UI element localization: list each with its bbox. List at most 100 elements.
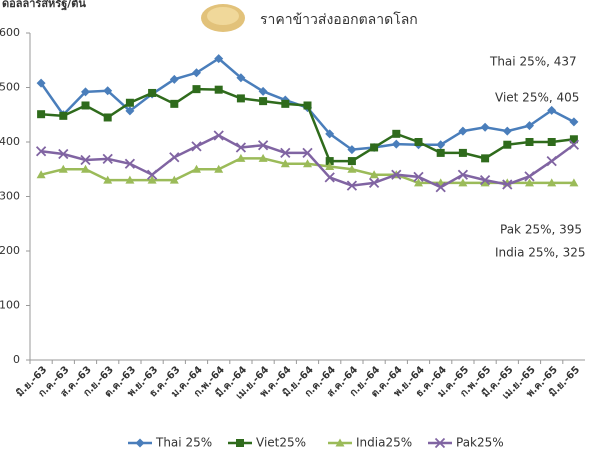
marker bbox=[434, 437, 446, 449]
y-tick-label: 200 bbox=[0, 244, 20, 257]
marker bbox=[236, 153, 246, 162]
marker bbox=[502, 179, 513, 190]
marker bbox=[257, 140, 269, 151]
marker bbox=[569, 178, 579, 187]
chart-title: ราคาข้าวส่งออกตลาดโลก bbox=[260, 11, 418, 28]
marker bbox=[281, 99, 290, 108]
marker bbox=[303, 101, 312, 110]
marker bbox=[235, 142, 247, 153]
marker bbox=[325, 157, 334, 166]
marker bbox=[325, 162, 335, 171]
marker bbox=[502, 126, 512, 136]
marker bbox=[125, 175, 135, 184]
marker bbox=[258, 86, 268, 96]
annotation: Pak 25%, 395 bbox=[500, 223, 582, 237]
marker bbox=[413, 171, 424, 183]
legend-label: Viet25% bbox=[256, 436, 306, 450]
y-tick-label: 600 bbox=[0, 26, 20, 39]
marker bbox=[135, 438, 145, 448]
marker bbox=[259, 97, 268, 106]
marker bbox=[481, 154, 490, 163]
marker bbox=[169, 175, 179, 184]
y-tick-label: 500 bbox=[0, 81, 20, 94]
marker bbox=[346, 180, 358, 191]
marker bbox=[303, 159, 312, 168]
marker bbox=[480, 122, 490, 132]
marker bbox=[524, 171, 535, 182]
marker bbox=[191, 141, 202, 152]
marker bbox=[414, 138, 423, 146]
marker bbox=[525, 121, 534, 131]
rice-icon bbox=[201, 4, 245, 32]
marker bbox=[569, 135, 578, 144]
annotation: India 25%, 325 bbox=[495, 246, 585, 260]
marker bbox=[147, 175, 157, 184]
marker bbox=[280, 159, 290, 168]
y-tick-label: 400 bbox=[0, 135, 20, 148]
marker bbox=[391, 169, 402, 180]
series-line bbox=[41, 87, 575, 163]
y-axis-label: ดอลลาร์สหรัฐ/ตัน bbox=[2, 0, 86, 11]
marker bbox=[302, 147, 313, 159]
marker bbox=[36, 78, 46, 88]
annotation: Viet 25%, 405 bbox=[495, 91, 579, 105]
marker bbox=[480, 178, 490, 187]
marker bbox=[568, 139, 580, 150]
marker bbox=[148, 88, 157, 97]
marker bbox=[547, 178, 557, 187]
marker bbox=[81, 101, 90, 110]
marker bbox=[58, 164, 68, 173]
marker bbox=[458, 178, 468, 187]
marker bbox=[569, 117, 579, 127]
marker bbox=[392, 129, 401, 138]
marker bbox=[214, 85, 223, 94]
marker bbox=[59, 111, 68, 120]
marker bbox=[81, 164, 90, 173]
marker bbox=[103, 86, 113, 96]
y-tick-label: 0 bbox=[13, 353, 20, 366]
marker bbox=[546, 155, 557, 167]
marker bbox=[146, 169, 158, 180]
marker bbox=[525, 178, 534, 187]
marker bbox=[258, 153, 268, 162]
legend-label: India25% bbox=[356, 436, 412, 450]
marker bbox=[36, 170, 46, 179]
marker bbox=[35, 146, 47, 157]
marker bbox=[370, 143, 379, 152]
marker bbox=[236, 94, 245, 103]
marker bbox=[435, 182, 446, 193]
series bbox=[37, 85, 578, 166]
marker bbox=[503, 140, 512, 149]
marker bbox=[457, 169, 469, 180]
marker bbox=[170, 99, 179, 108]
marker bbox=[192, 85, 201, 94]
marker bbox=[391, 139, 401, 149]
marker bbox=[280, 147, 291, 159]
annotation: Thai 25%, 437 bbox=[489, 55, 577, 69]
marker bbox=[324, 172, 335, 183]
marker bbox=[125, 106, 135, 116]
marker bbox=[547, 105, 557, 115]
marker bbox=[214, 164, 224, 173]
marker bbox=[169, 74, 179, 84]
marker bbox=[347, 157, 356, 166]
marker bbox=[436, 140, 446, 150]
marker bbox=[436, 148, 445, 157]
marker bbox=[80, 154, 91, 166]
marker bbox=[479, 175, 491, 186]
marker bbox=[347, 164, 357, 173]
marker bbox=[335, 438, 345, 447]
marker bbox=[214, 54, 224, 64]
marker bbox=[124, 158, 136, 169]
marker bbox=[125, 98, 134, 107]
marker bbox=[192, 164, 201, 173]
legend-label: Thai 25% bbox=[155, 436, 212, 450]
marker bbox=[414, 178, 423, 187]
series bbox=[35, 130, 580, 193]
marker bbox=[368, 177, 380, 189]
marker bbox=[103, 175, 113, 184]
series bbox=[36, 153, 579, 187]
marker bbox=[236, 439, 244, 447]
marker bbox=[236, 73, 246, 83]
